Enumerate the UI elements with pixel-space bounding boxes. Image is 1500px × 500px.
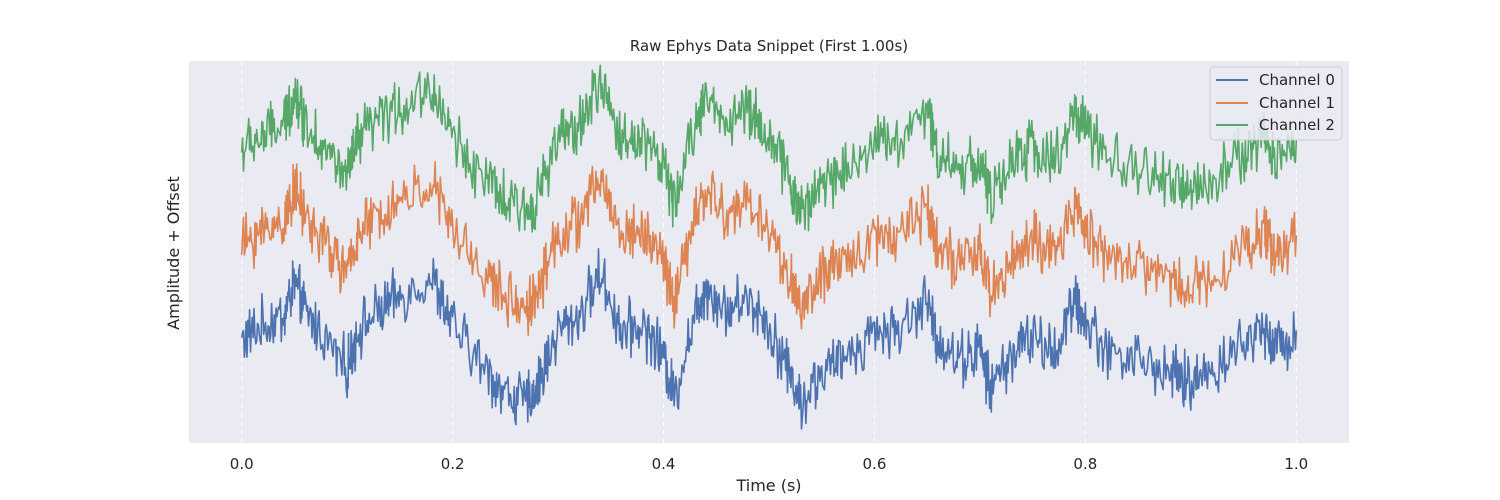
series-line-channel-0 [240,248,1298,430]
x-tick-label: 0.2 [441,455,465,473]
legend-label-channel-0: Channel 0 [1259,71,1335,89]
chart-title: Raw Ephys Data Snippet (First 1.00s) [630,37,908,55]
series-layer [240,64,1298,430]
series-line-channel-1 [240,160,1298,336]
legend: Channel 0 Channel 1 Channel 2 [1209,66,1343,141]
x-tick-label: 1.0 [1284,455,1308,473]
x-axis-label: Time (s) [735,476,801,495]
x-tick-label: 0.8 [1073,455,1097,473]
legend-label-channel-1: Channel 1 [1259,94,1335,112]
x-tick-labels: 0.0 0.2 0.4 0.6 0.8 1.0 [230,455,1308,473]
legend-label-channel-2: Channel 2 [1259,116,1335,134]
x-tick-label: 0.6 [863,455,887,473]
y-axis-label: Amplitude + Offset [164,176,183,330]
legend-box [1209,66,1343,141]
x-tick-label: 0.4 [652,455,676,473]
series-line-channel-2 [240,64,1298,233]
x-tick-label: 0.0 [230,455,254,473]
